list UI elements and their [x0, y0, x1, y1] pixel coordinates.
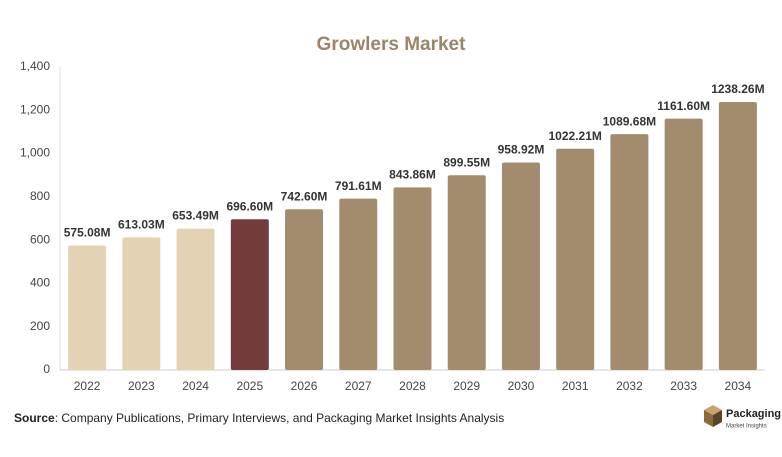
x-tick-label: 2030: [508, 379, 535, 393]
value-label: 575.08M: [64, 226, 111, 240]
x-tick-label: 2022: [74, 379, 101, 393]
logo: Packaging Market Insights: [704, 405, 781, 430]
y-tick-label: 200: [30, 319, 50, 333]
value-label: 843.86M: [389, 168, 436, 182]
x-tick-label: 2027: [345, 379, 372, 393]
logo-name: Packaging: [726, 408, 781, 420]
value-label: 653.49M: [172, 209, 219, 223]
value-label: 791.61M: [335, 179, 382, 193]
value-label: 696.60M: [226, 199, 273, 213]
bar: [664, 118, 703, 370]
bar: [556, 148, 595, 370]
y-tick-label: 400: [30, 276, 50, 290]
bar: [447, 175, 486, 370]
x-tick-label: 2033: [670, 379, 697, 393]
y-tick-label: 600: [30, 232, 50, 246]
y-tick-label: 0: [43, 362, 50, 376]
source: Source: Company Publications, Primary In…: [14, 411, 504, 425]
bar: [610, 134, 649, 370]
value-label: 1238.26M: [711, 82, 764, 96]
y-tick-label: 1,200: [20, 102, 50, 116]
y-tick-label: 800: [30, 189, 50, 203]
bar: [501, 162, 540, 370]
bar: [718, 102, 757, 370]
value-label: 613.03M: [118, 217, 165, 231]
x-tick-label: 2029: [453, 379, 480, 393]
logo-tagline: Market Insights: [726, 424, 767, 430]
x-tick-label: 2026: [291, 379, 318, 393]
source-label: Source: [14, 411, 55, 425]
bar: [339, 198, 378, 370]
value-label: 1022.21M: [549, 129, 602, 143]
value-label: 1161.60M: [657, 99, 710, 113]
bar: [230, 219, 269, 370]
x-tick-label: 2024: [182, 379, 209, 393]
value-label: 742.60M: [281, 189, 328, 203]
bar: [68, 245, 107, 370]
logo-icon-right: [713, 410, 722, 427]
value-label: 958.92M: [498, 143, 545, 157]
bar: [393, 187, 432, 370]
x-tick-label: 2032: [616, 379, 643, 393]
bar: [176, 228, 215, 370]
value-label: 899.55M: [443, 155, 490, 169]
x-tick-label: 2025: [236, 379, 263, 393]
x-tick-label: 2031: [562, 379, 589, 393]
y-tick-label: 1,000: [20, 146, 50, 160]
x-tick-label: 2023: [128, 379, 155, 393]
x-tick-label: 2034: [725, 379, 752, 393]
chart-title: Growlers Market: [317, 34, 467, 55]
bar: [122, 237, 161, 370]
value-label: 1089.68M: [603, 114, 656, 128]
logo-icon-left: [704, 410, 713, 427]
bar: [285, 209, 324, 370]
source-text: : Company Publications, Primary Intervie…: [55, 411, 505, 425]
y-tick-label: 1,400: [20, 59, 50, 73]
x-tick-label: 2028: [399, 379, 426, 393]
